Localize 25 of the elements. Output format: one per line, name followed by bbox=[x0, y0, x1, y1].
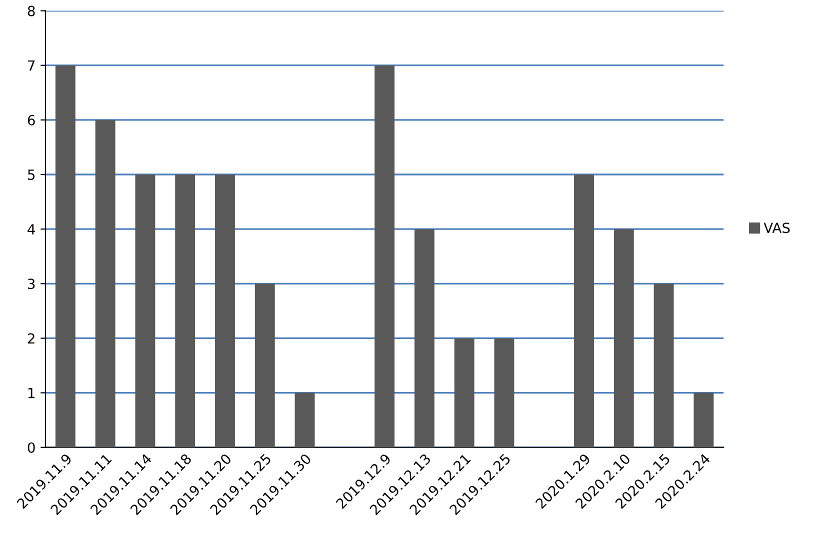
y-tick-label: 6 bbox=[28, 114, 35, 126]
y-tick-label: 3 bbox=[28, 278, 35, 290]
y-tick-label: 2 bbox=[28, 333, 34, 344]
bar bbox=[254, 284, 275, 448]
bar bbox=[215, 174, 235, 448]
bar bbox=[294, 392, 315, 448]
bar bbox=[614, 229, 634, 448]
bar bbox=[494, 338, 514, 448]
bar bbox=[175, 174, 196, 448]
y-tick-label: 7 bbox=[28, 60, 35, 71]
bar bbox=[95, 120, 116, 448]
y-tick-label: 1 bbox=[28, 388, 34, 398]
bar bbox=[694, 392, 714, 448]
bar bbox=[414, 229, 434, 448]
bar bbox=[454, 338, 474, 448]
bar bbox=[55, 65, 76, 448]
legend-label: VAS bbox=[764, 222, 790, 234]
y-tick-label: 4 bbox=[28, 224, 35, 234]
bar bbox=[374, 65, 395, 448]
y-tick-label: 8 bbox=[28, 6, 35, 16]
y-tick-label: 0 bbox=[28, 442, 35, 453]
bar bbox=[654, 284, 674, 448]
bar bbox=[574, 174, 594, 448]
y-tick-label: 5 bbox=[28, 170, 35, 180]
bar bbox=[135, 174, 156, 448]
